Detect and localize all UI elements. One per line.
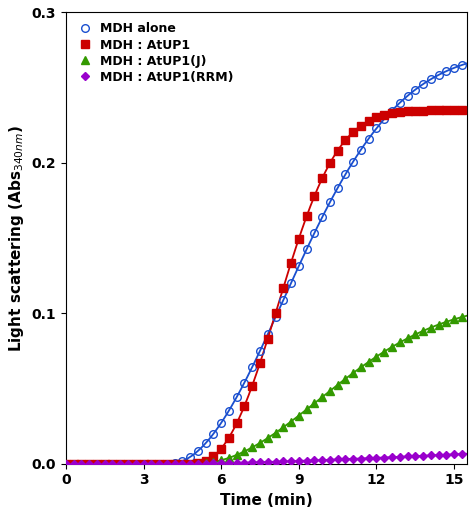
MDH : AtUP1(RRM): (15.3, 0.00652): AtUP1(RRM): (15.3, 0.00652): [459, 451, 465, 457]
MDH : AtUP1(J): (0, 0): AtUP1(J): (0, 0): [63, 461, 69, 467]
MDH : AtUP1: (9.9, 0.19): AtUP1: (9.9, 0.19): [319, 176, 325, 182]
MDH : AtUP1(RRM): (7.2, 0.000893): AtUP1(RRM): (7.2, 0.000893): [249, 459, 255, 466]
MDH alone: [459, 62, 465, 68]
MDH : AtUP1(J): (9.3, 0.0361): AtUP1(J): (9.3, 0.0361): [304, 406, 310, 413]
MDH : AtUP1: (15.3, 0.235): AtUP1: (15.3, 0.235): [459, 107, 465, 113]
MDH : AtUP1: (7.2, 0.052): AtUP1: (7.2, 0.052): [249, 383, 255, 389]
MDH : AtUP1(J): (9.9, 0.0443): AtUP1(J): (9.9, 0.0443): [319, 394, 325, 400]
MDH : AtUP1(RRM): (14.1, 0.00556): AtUP1(RRM): (14.1, 0.00556): [428, 452, 434, 458]
MDH : AtUP1: (5.4, 0.00183): AtUP1: (5.4, 0.00183): [203, 458, 209, 464]
MDH : AtUP1(RRM): (5.4, 0.000174): AtUP1(RRM): (5.4, 0.000174): [203, 460, 209, 467]
MDH : AtUP1(RRM): (0, 0): AtUP1(RRM): (0, 0): [63, 461, 69, 467]
MDH : AtUP1(RRM): (1.2, 0): AtUP1(RRM): (1.2, 0): [94, 461, 100, 467]
MDH : AtUP1: (1.2, 0): AtUP1: (1.2, 0): [94, 461, 100, 467]
MDH : AtUP1(J): (15.3, 0.0975): AtUP1(J): (15.3, 0.0975): [459, 314, 465, 320]
Line: MDH : AtUP1(RRM): MDH : AtUP1(RRM): [63, 451, 465, 467]
MDH : AtUP1: (0, 0): AtUP1: (0, 0): [63, 461, 69, 467]
MDH alone: [94, 461, 100, 467]
MDH : AtUP1(RRM): (9.3, 0.00208): AtUP1(RRM): (9.3, 0.00208): [304, 457, 310, 464]
MDH : AtUP1(J): (7.2, 0.0109): AtUP1(J): (7.2, 0.0109): [249, 444, 255, 451]
MDH alone: [319, 214, 325, 220]
Line: MDH alone: MDH alone: [62, 61, 465, 468]
X-axis label: Time (min): Time (min): [220, 493, 313, 508]
Legend: MDH alone, MDH : AtUP1, MDH : AtUP1(J), MDH : AtUP1(RRM): MDH alone, MDH : AtUP1, MDH : AtUP1(J), …: [72, 19, 237, 88]
MDH alone: [63, 461, 69, 467]
MDH : AtUP1(RRM): (9.9, 0.00247): AtUP1(RRM): (9.9, 0.00247): [319, 457, 325, 463]
MDH alone: [304, 246, 310, 252]
Line: MDH : AtUP1(J): MDH : AtUP1(J): [62, 313, 465, 468]
MDH : AtUP1(J): (1.2, 0): AtUP1(J): (1.2, 0): [94, 461, 100, 467]
Y-axis label: Light scattering (Abs$_{340nm}$): Light scattering (Abs$_{340nm}$): [7, 125, 26, 352]
MDH alone: [428, 76, 434, 82]
Line: MDH : AtUP1: MDH : AtUP1: [62, 107, 465, 468]
MDH alone: [203, 440, 209, 447]
MDH : AtUP1(J): (14.1, 0.0905): AtUP1(J): (14.1, 0.0905): [428, 324, 434, 331]
MDH : AtUP1: (14.1, 0.235): AtUP1: (14.1, 0.235): [428, 107, 434, 113]
MDH : AtUP1(J): (5.4, 0.000379): AtUP1(J): (5.4, 0.000379): [203, 460, 209, 466]
MDH : AtUP1: (9.3, 0.164): AtUP1: (9.3, 0.164): [304, 213, 310, 219]
MDH alone: [249, 364, 255, 370]
